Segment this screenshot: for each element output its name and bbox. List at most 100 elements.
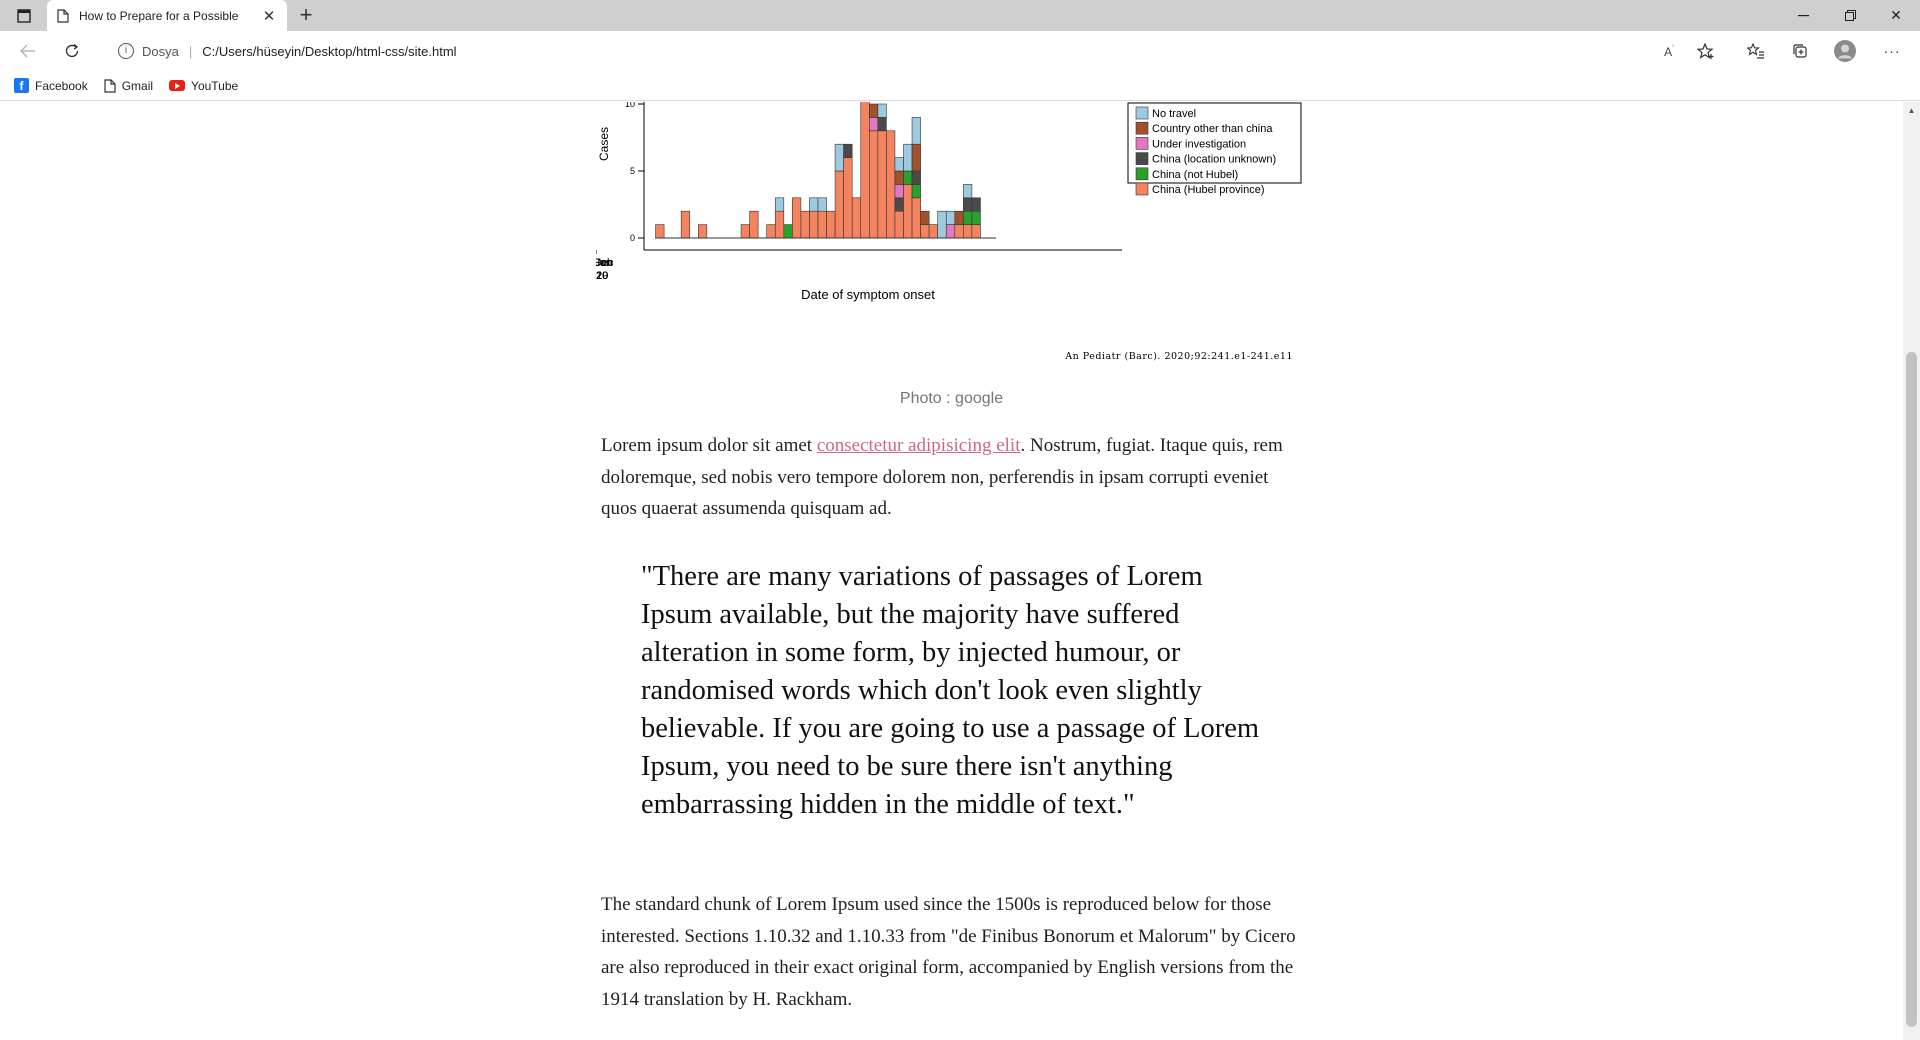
close-window-button[interactable]: ✕: [1873, 0, 1919, 31]
bar-segment-other: [920, 210, 930, 225]
bar-segment-unknown: [911, 170, 921, 185]
browser-tab[interactable]: How to Prepare for a Possible Coronaviru…: [47, 0, 287, 31]
bookmark-facebook[interactable]: f Facebook: [14, 78, 88, 93]
bar-segment-notravel: [963, 184, 973, 199]
bar-segment-notravel: [774, 197, 785, 212]
bar-segment-other: [894, 170, 904, 185]
new-tab-button[interactable]: +: [299, 2, 313, 27]
settings-menu-button[interactable]: ···: [1878, 39, 1906, 63]
bar-segment-notravel: [834, 143, 844, 172]
bar-segment-hubei: [928, 224, 938, 239]
bar-segment-nothubei: [783, 224, 793, 239]
legend-label: No travel: [1152, 108, 1196, 120]
bar-segment-hubei: [920, 224, 930, 239]
close-tab-icon[interactable]: ✕: [262, 7, 276, 25]
y-tick-label: 5: [630, 166, 635, 176]
bar-segment-hubei: [809, 210, 819, 239]
bookmark-youtube[interactable]: YouTube: [169, 79, 238, 93]
bar-segment-nothubei: [911, 184, 921, 199]
legend-swatch: [1135, 152, 1149, 165]
vertical-scrollbar[interactable]: ▲: [1903, 102, 1920, 1040]
bar-segment-hubei: [911, 197, 921, 239]
bar-segment-invest: [894, 184, 904, 199]
legend-label: China (location unknown): [1152, 154, 1276, 166]
y-tick-label: 0: [630, 233, 635, 243]
collections-button[interactable]: [1786, 39, 1814, 63]
address-bar[interactable]: i Dosya | C:/Users/hüseyin/Desktop/html-…: [100, 35, 1710, 67]
bar-segment-notravel: [911, 117, 921, 145]
bar-segment-hubei: [698, 224, 708, 239]
bar-segment-notravel: [894, 157, 904, 172]
bar-segment-hubei: [834, 170, 844, 239]
back-button[interactable]: [14, 39, 42, 63]
x-tick-label: 03 Feb: [596, 257, 613, 269]
tab-title: How to Prepare for a Possible Coronaviru…: [79, 8, 239, 23]
scrollbar-thumb[interactable]: [1906, 352, 1917, 1027]
close-icon: ✕: [1890, 7, 1902, 23]
bar-segment-hubei: [740, 224, 750, 239]
legend-label: China (Hubel province): [1152, 184, 1265, 196]
intro-text: Lorem ipsum dolor sit amet: [601, 435, 817, 456]
bar-segment-unknown: [971, 197, 981, 212]
chart-legend: No travel Country other than china Under i…: [1127, 102, 1302, 196]
bar-segment-hubei: [894, 210, 904, 239]
bar-segment-notravel: [817, 197, 827, 212]
avatar-icon: [1834, 40, 1856, 62]
address-url[interactable]: C:/Users/hüseyin/Desktop/html-css/site.h…: [202, 43, 457, 59]
bar-segment-hubei: [868, 130, 879, 239]
bar-segment-hubei: [843, 157, 853, 239]
bar-segment-hubei: [800, 210, 810, 239]
info-icon[interactable]: i: [118, 43, 134, 59]
intro-text-continued: . Nostrum, fugiat. Itaque quis, rem dolo…: [601, 435, 1283, 519]
bar-segment-nothubei: [963, 210, 973, 225]
bar-segment-unknown: [963, 197, 973, 212]
bookmark-gmail[interactable]: Gmail: [104, 79, 153, 93]
bar-segment-unknown: [843, 143, 853, 158]
read-aloud-button[interactable]: Aʼ: [1655, 39, 1683, 63]
legend-label: China (not Hubel): [1152, 169, 1238, 181]
bar-segment-notravel: [809, 197, 819, 212]
minimize-icon: [1797, 14, 1809, 16]
legend-swatch: [1135, 106, 1149, 120]
bookmark-label: Gmail: [121, 78, 154, 93]
bar-segment-hubei: [971, 224, 981, 239]
bar-segment-hubei: [655, 224, 665, 239]
page-icon: [104, 78, 116, 93]
bar-segment-other: [868, 103, 879, 118]
scroll-up-arrow[interactable]: ▲: [1907, 106, 1916, 115]
minimize-button[interactable]: [1780, 0, 1826, 31]
refresh-button[interactable]: [58, 39, 86, 63]
x-tick-label: 2020: [596, 270, 608, 282]
chart-source: An Pediatr (Barc). 2020;92:241.e1-241.e1…: [1064, 351, 1293, 362]
restore-button[interactable]: [1827, 0, 1873, 31]
x-axis-label: Date of symptom onset: [801, 287, 935, 302]
bar-segment-hubei: [851, 197, 862, 239]
back-arrow-icon: [20, 44, 35, 58]
bar-segment-hubei: [903, 184, 913, 239]
article-link[interactable]: consectetur adipisicing elit: [816, 435, 1021, 456]
add-favorite-button[interactable]: [1692, 39, 1720, 63]
facebook-icon: f: [14, 78, 29, 93]
favorites-button[interactable]: [1742, 39, 1770, 63]
bar-segment-hubei: [680, 210, 691, 239]
bar-segment-hubei: [774, 210, 785, 239]
profile-button[interactable]: [1831, 39, 1859, 63]
page-icon: [57, 8, 69, 23]
legend-label: Country other than china: [1152, 123, 1273, 135]
bookmark-label: Facebook: [35, 78, 88, 93]
more-icon: ···: [1883, 43, 1901, 59]
bar-segment-other: [954, 210, 964, 225]
bar-segment-hubei: [792, 197, 802, 239]
bar-segment-notravel: [937, 210, 947, 239]
intro-paragraph: Lorem ipsum dolor sit amet consectetur a…: [601, 430, 1301, 525]
bar-segment-hubei: [817, 210, 827, 239]
tab-actions-button[interactable]: [10, 5, 38, 27]
bookmarks-bar: f Facebook Gmail YouTube: [0, 71, 1920, 101]
legend-box: [1127, 102, 1302, 184]
star-plus-icon: [1697, 42, 1714, 59]
bar-segment-notravel: [945, 210, 956, 225]
tab-bar: How to Prepare for a Possible Coronaviru…: [0, 0, 1920, 31]
